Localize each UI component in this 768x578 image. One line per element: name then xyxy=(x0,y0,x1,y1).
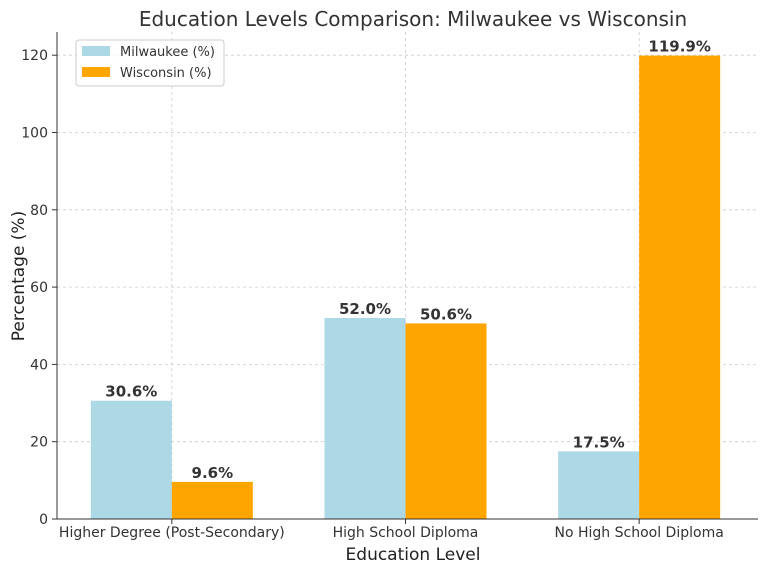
y-tick-label: 0 xyxy=(39,512,48,528)
legend-swatch-milwaukee xyxy=(82,46,110,56)
legend: Milwaukee (%) Wisconsin (%) xyxy=(75,39,225,87)
x-tick-label: High School Diploma xyxy=(333,525,479,541)
x-tick-label: No High School Diploma xyxy=(555,525,724,541)
data-label: 50.6% xyxy=(420,305,472,323)
bar-wisconsin xyxy=(639,55,721,519)
data-label: 119.9% xyxy=(648,38,710,56)
y-tick-label: 120 xyxy=(21,48,48,64)
chart-title: Education Levels Comparison: Milwaukee v… xyxy=(139,7,687,31)
data-label: 30.6% xyxy=(105,383,157,401)
x-axis-label: Education Level xyxy=(346,545,481,565)
y-axis-label: Percentage (%) xyxy=(9,211,29,341)
x-tick-label: Higher Degree (Post-Secondary) xyxy=(59,525,285,541)
legend-label-wisconsin: Wisconsin (%) xyxy=(120,66,212,81)
data-label: 9.6% xyxy=(192,464,234,482)
y-tick-label: 40 xyxy=(30,357,48,373)
bar-milwaukee xyxy=(90,400,172,519)
bars: 30.6% 9.6% 52.0% 50.6% 17.5% 119.9% xyxy=(90,38,721,519)
legend-label-milwaukee: Milwaukee (%) xyxy=(120,45,215,60)
bar-wisconsin xyxy=(171,481,253,519)
data-label: 52.0% xyxy=(339,300,391,318)
axes: 0 20 40 60 80 100 120 Higher Degree (Post-Secon… xyxy=(21,32,758,541)
bar-wisconsin xyxy=(405,323,487,519)
data-label: 17.5% xyxy=(573,433,625,451)
y-tick-label: 100 xyxy=(21,125,48,141)
legend-frame xyxy=(75,39,225,87)
legend-swatch-wisconsin xyxy=(82,67,110,77)
bar-milwaukee xyxy=(558,451,640,519)
y-tick-label: 80 xyxy=(30,203,48,219)
y-tick-label: 20 xyxy=(30,435,48,451)
bar-milwaukee xyxy=(324,318,406,519)
y-tick-label: 60 xyxy=(30,280,48,296)
